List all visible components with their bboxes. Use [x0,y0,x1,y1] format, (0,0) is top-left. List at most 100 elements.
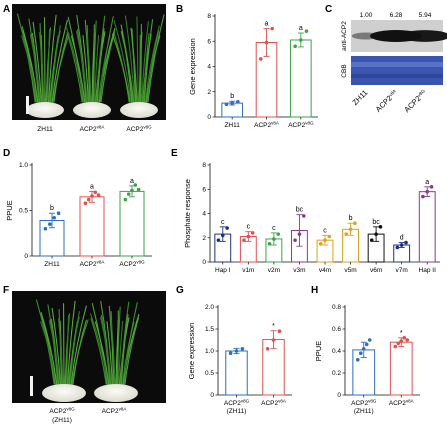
label-base: ZH11 [224,122,240,129]
y-tick-label: 1.5 [205,326,214,333]
rice-leaf [67,300,76,385]
data-point [48,222,52,226]
y-tick-label: 6 [202,186,206,193]
rice-leaf [53,33,68,103]
data-point [86,197,91,202]
x-tick-label: ACP2v8G [351,399,377,408]
label-base: ACP2 [224,400,241,407]
significance-label: a [265,21,269,28]
data-point [396,341,401,346]
rice-leaf [58,318,64,385]
x-tick-label: ZH11 [44,261,60,268]
x-tick-label: v2m [268,267,280,274]
label-sup: v8G [368,399,377,404]
data-point [374,232,378,236]
data-point [220,233,225,238]
rice-plant [35,299,89,402]
label-base: v4m [319,267,331,274]
photo-a-label-zh11: ZH11 [37,126,53,133]
significance-label: * [272,323,275,330]
label-base: v1m [242,267,254,274]
data-point [242,238,246,242]
label-base: v7m [396,267,408,274]
data-point [405,338,410,342]
rice-leaf [40,321,57,385]
data-point [293,238,297,242]
data-point [297,232,302,236]
rice-plants-a [16,13,165,118]
y-tick-label: 4 [202,211,206,218]
data-point [421,194,425,199]
significance-label: c [272,225,276,232]
y-axis-label: Gene expression [187,323,196,380]
label-base: ACP2 [288,122,305,129]
x-tick-label: v5m [344,267,356,274]
data-point [90,194,94,198]
data-point [425,189,430,194]
photo-f: ACP2v8G (ZH11) ACP2v8A [12,291,166,424]
y-tick-label: 0.5 [205,370,214,377]
rice-leaf [146,30,160,103]
rice-leaf [136,16,139,103]
label-sup: v8A [388,88,397,97]
blot-lane-label: ACP2v8G [402,88,428,114]
x-tick-label: ACP2v8A [80,260,105,269]
blot-lane-label: ZH11 [350,88,369,107]
significance-label: a [299,25,303,32]
pot [26,102,64,118]
data-point [348,227,353,232]
data-point [302,214,306,218]
data-point [304,29,309,33]
data-point [56,211,61,216]
rice-leaf [118,320,124,385]
blot-value-3: 5.94 [419,12,432,19]
panel-label-d: D [3,148,10,159]
panel-label-a: A [3,4,10,15]
y-tick-label: 8 [207,13,211,20]
label-sup: v8A [119,407,127,412]
y-axis-label: PPUE [314,341,323,361]
data-point [228,351,233,356]
label-sup: v8G [417,88,427,98]
y-axis-label: PPUE [5,200,14,220]
bar [290,39,312,118]
rice-leaf [122,313,140,385]
rice-leaf [147,14,165,103]
x-tick-label: ACP2v8G [288,121,314,130]
y-tick-label: 8 [202,162,206,169]
rice-plant [66,14,116,118]
x-tick-label: v3m [293,267,305,274]
data-point [367,338,372,342]
data-point [429,185,434,189]
data-point [402,336,407,340]
cbb-band-bottom [351,74,443,78]
rice-leaf [76,14,88,103]
panel-label-g: G [176,285,184,296]
x-tick-sublabel: (ZH11) [354,408,374,415]
label-base: ACP2 [389,400,406,407]
significance-label: a [425,179,429,186]
significance-label: b [349,215,353,222]
data-point [83,201,88,206]
y-tick-label: 2 [207,89,211,96]
rice-leaf [21,35,38,103]
rice-leaf [96,28,105,103]
label-sup: v8A [406,399,414,404]
scale-bar-a [26,96,29,114]
data-point [277,329,282,334]
cbb-label: CBB [341,64,348,77]
rice-leaf [113,20,132,103]
data-point [133,183,138,187]
rice-leaf [86,33,92,103]
data-point [265,347,270,351]
data-point [393,344,398,349]
rice-leaf [94,321,110,385]
rice-leaf [48,320,61,385]
panel-label-f: F [3,285,9,296]
y-axis-label: Phosphate response [183,179,192,248]
rice-leaf [120,314,129,385]
label-sup: v8G [143,125,152,130]
